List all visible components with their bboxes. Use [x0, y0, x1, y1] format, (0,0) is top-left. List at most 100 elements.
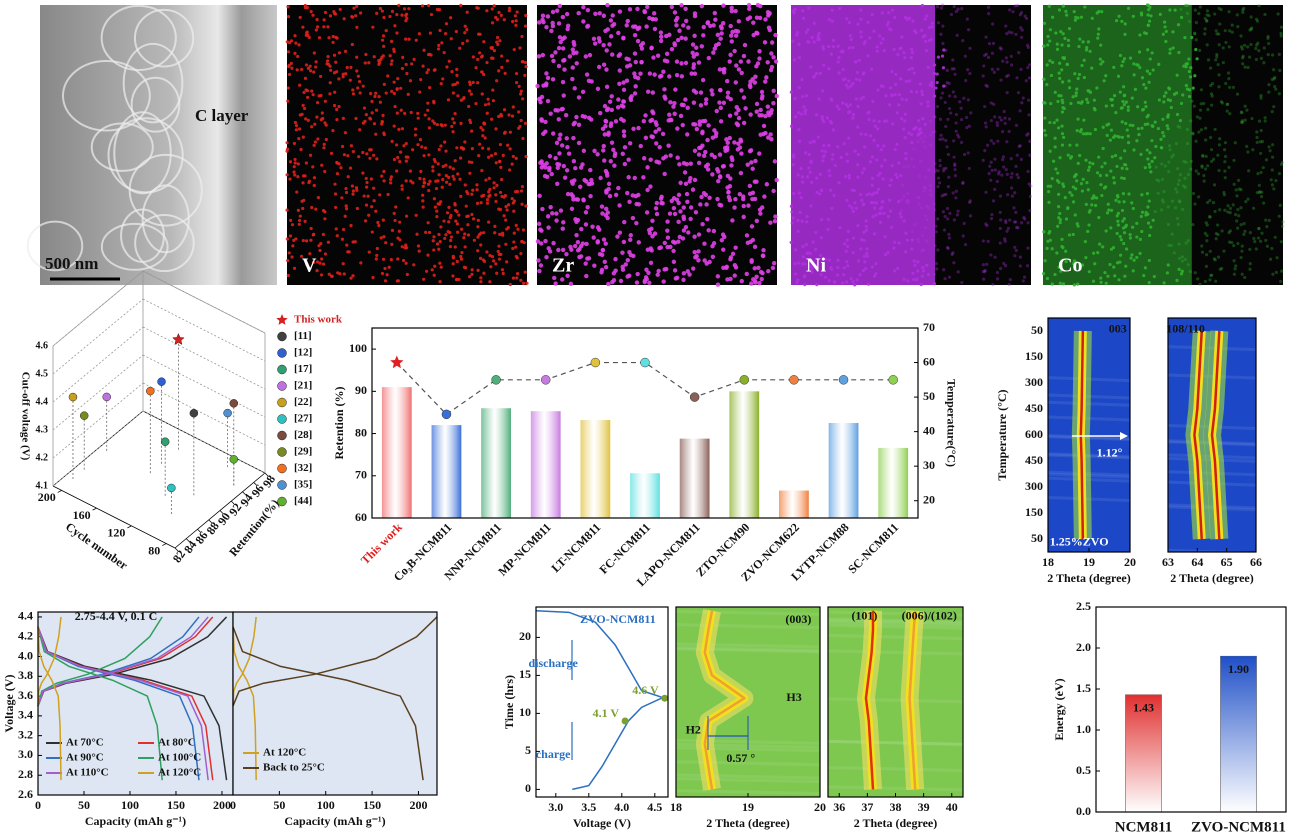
eds-dot [436, 179, 440, 183]
eds-dot [1198, 5, 1202, 9]
eds-dot [752, 80, 758, 85]
eds-dot [1255, 140, 1259, 144]
grain [26, 220, 84, 272]
eds-dot [1210, 159, 1214, 164]
eds-dot [311, 260, 316, 264]
eds-dot [613, 256, 618, 262]
eds-dot [621, 35, 626, 41]
eds-dot [396, 77, 400, 81]
eds-dot [950, 67, 954, 71]
eds-dot [1026, 221, 1030, 225]
eds-dot [984, 35, 988, 39]
eds-dot [1203, 27, 1207, 31]
eds-dot [1213, 127, 1217, 132]
annotation: 108/110 [1166, 321, 1205, 335]
eds-dot [402, 7, 407, 11]
eds-dot [482, 271, 486, 275]
eds-dot [332, 71, 337, 75]
eds-dot [1210, 94, 1214, 98]
eds-dot [421, 184, 425, 188]
eds-dot [1241, 56, 1245, 60]
eds-dot [1208, 278, 1212, 282]
eds-dot [626, 175, 631, 180]
eds-dot [1262, 46, 1266, 50]
eds-dot [326, 59, 330, 63]
eds-dot [395, 31, 399, 35]
eds-dot [686, 25, 691, 30]
eds-dot [308, 153, 313, 157]
eds-dot [1204, 126, 1208, 130]
eds-dot [638, 43, 644, 48]
eds-dot [665, 228, 670, 233]
eds-dot [523, 121, 528, 125]
eds-dot [771, 100, 776, 106]
eds-dot [459, 156, 463, 160]
eds-dot [645, 4, 650, 10]
eds-dot [1206, 200, 1210, 205]
eds-dot [733, 33, 739, 38]
eds-dot [947, 275, 952, 279]
eds-dot [554, 218, 559, 223]
eds-dot [448, 216, 452, 220]
eds-dot [1007, 117, 1012, 121]
eds-dot [676, 219, 681, 225]
eds-dot [439, 200, 443, 204]
eds-dot [556, 247, 561, 253]
eds-dot [749, 160, 754, 165]
eds-dot [560, 14, 566, 20]
eds-dot [598, 175, 603, 181]
eds-dot [313, 140, 318, 144]
eds-dot [386, 192, 390, 197]
eds-dot [581, 5, 586, 10]
eds-dot [603, 168, 609, 174]
eds-dot [396, 257, 400, 261]
y-tick-label: 4.0 [18, 648, 33, 662]
data-point [146, 386, 155, 396]
eds-dot [351, 88, 355, 92]
eds-dot [1264, 238, 1268, 242]
eds-dot [586, 181, 592, 187]
eds-dot [750, 77, 755, 82]
eds-dot [445, 65, 449, 69]
plot-frame [1167, 317, 1257, 553]
eds-dot [1195, 57, 1199, 61]
eds-dot [1218, 22, 1222, 26]
x-tick [127, 525, 132, 529]
eds-dot [1259, 128, 1263, 133]
eds-dot [374, 108, 379, 112]
eds-dot [940, 194, 944, 198]
eds-dot [950, 252, 954, 256]
eds-dot [334, 35, 338, 39]
eds-dot [485, 201, 490, 205]
eds-dot [981, 74, 985, 78]
eds-dot [653, 129, 658, 134]
eds-dot [589, 117, 594, 122]
eds-dot [457, 277, 461, 282]
eds-dot [936, 248, 940, 252]
eds-dot [729, 39, 734, 44]
eds-dot [719, 31, 724, 36]
eds-dot [968, 71, 972, 76]
eds-dot [421, 64, 425, 68]
eds-dot [719, 237, 725, 243]
eds-dot [1279, 279, 1283, 284]
eds-dot [548, 205, 553, 210]
y-tick-label: 10 [519, 705, 531, 719]
eds-dot [1230, 23, 1234, 27]
eds-dot [305, 30, 309, 34]
eds-dot [721, 247, 726, 252]
eds-dot [319, 74, 323, 79]
legend-label: [17] [294, 363, 312, 375]
eds-dot [397, 3, 401, 7]
eds-dot [745, 162, 750, 167]
eds-dot [757, 49, 762, 54]
eds-dot [953, 162, 957, 166]
legend-label: At 90°C [66, 752, 104, 764]
eds-dot [595, 239, 601, 244]
eds-dot [935, 80, 939, 85]
eds-dot [989, 253, 993, 257]
eds-dot [1225, 102, 1230, 106]
eds-dot [651, 11, 657, 16]
eds-dot [545, 174, 550, 180]
scale-bar-label: 500 nm [45, 254, 98, 273]
